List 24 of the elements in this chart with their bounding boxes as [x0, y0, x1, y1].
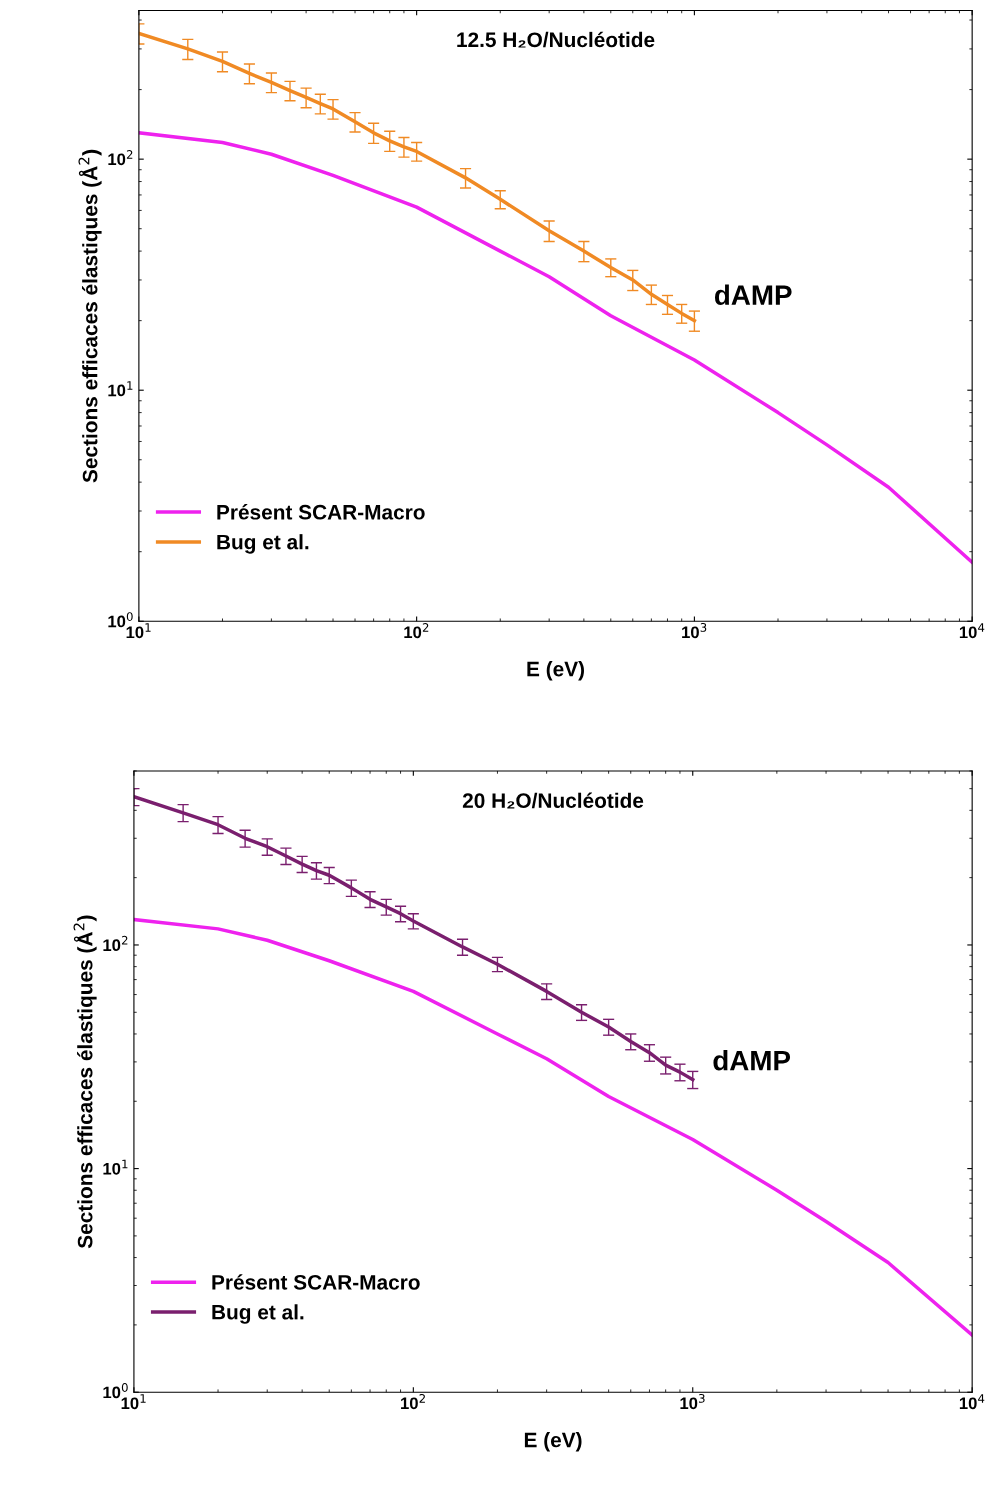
text: 12.5 H₂O/Nucléotide [457, 31, 655, 48]
y-tick-label: 10$^{2}$ [108, 150, 133, 166]
x-tick-label: 10$^{1}$ [126, 623, 151, 639]
legend-label: Présent SCAR-Macro [212, 1274, 420, 1290]
x-tick-label: 10$^{4}$ [959, 1394, 985, 1410]
legend-label: Bug et al. [212, 1304, 304, 1324]
annotation: dAMP [713, 1050, 791, 1071]
y-axis-title: Sections efficaces élastiques (Å$^{2}$) [78, 149, 102, 483]
x-tick-label: 10$^{2}$ [404, 623, 429, 639]
legend-label: Bug et al. [217, 534, 309, 554]
x-tick-label: 10$^{4}$ [959, 623, 985, 639]
annotation: dAMP [714, 284, 792, 305]
y-tick-label: 10$^{2}$ [103, 935, 128, 952]
x-tick-label: 10$^{3}$ [682, 623, 707, 639]
y-axis-title: Sections efficaces élastiques (Å$^{2}$) [73, 915, 97, 1249]
x-tick-label: 10$^{3}$ [680, 1393, 705, 1410]
x-axis-title: E (eV) [527, 661, 585, 681]
y-tick-label: 10$^{1}$ [103, 1159, 128, 1175]
x-tick-label: 10$^{2}$ [401, 1393, 425, 1410]
legend-label: Présent SCAR-Macro [217, 504, 425, 520]
x-tick-label: 10$^{1}$ [121, 1394, 146, 1410]
y-tick-label: 10$^{1}$ [108, 381, 133, 397]
x-axis-title: E (eV) [524, 1432, 582, 1452]
text: 20 H₂O/Nucléotide [462, 792, 644, 809]
